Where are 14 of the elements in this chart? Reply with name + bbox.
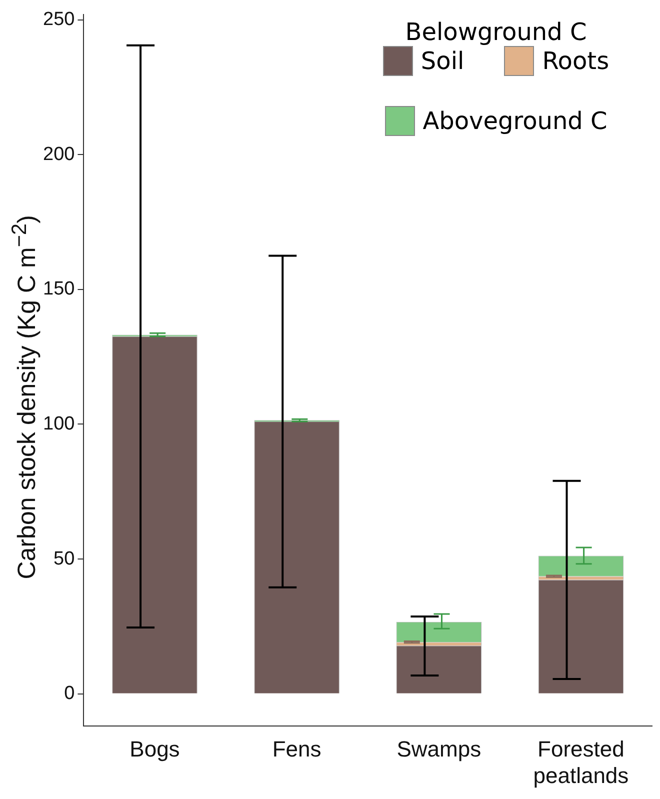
y-tick-label: 0 (64, 683, 75, 704)
legend-title: Belowground C (404, 18, 588, 46)
legend-label: Aboveground C (422, 107, 608, 135)
y-tick-label: 250 (43, 9, 75, 30)
x-tick-label: Swamps (396, 736, 482, 762)
y-tick-label: 100 (43, 413, 75, 434)
y-tick-label: 200 (43, 144, 75, 165)
x-tick-label: Fens (272, 736, 322, 762)
legend-label: Roots (542, 47, 610, 75)
y-tick-label: 150 (43, 278, 75, 300)
x-tick-label: Bogs (130, 736, 180, 762)
legend-label: Soil (420, 47, 464, 75)
x-tick-label: Forested peatlands (533, 736, 629, 788)
y-tick-label: 50 (54, 548, 75, 570)
